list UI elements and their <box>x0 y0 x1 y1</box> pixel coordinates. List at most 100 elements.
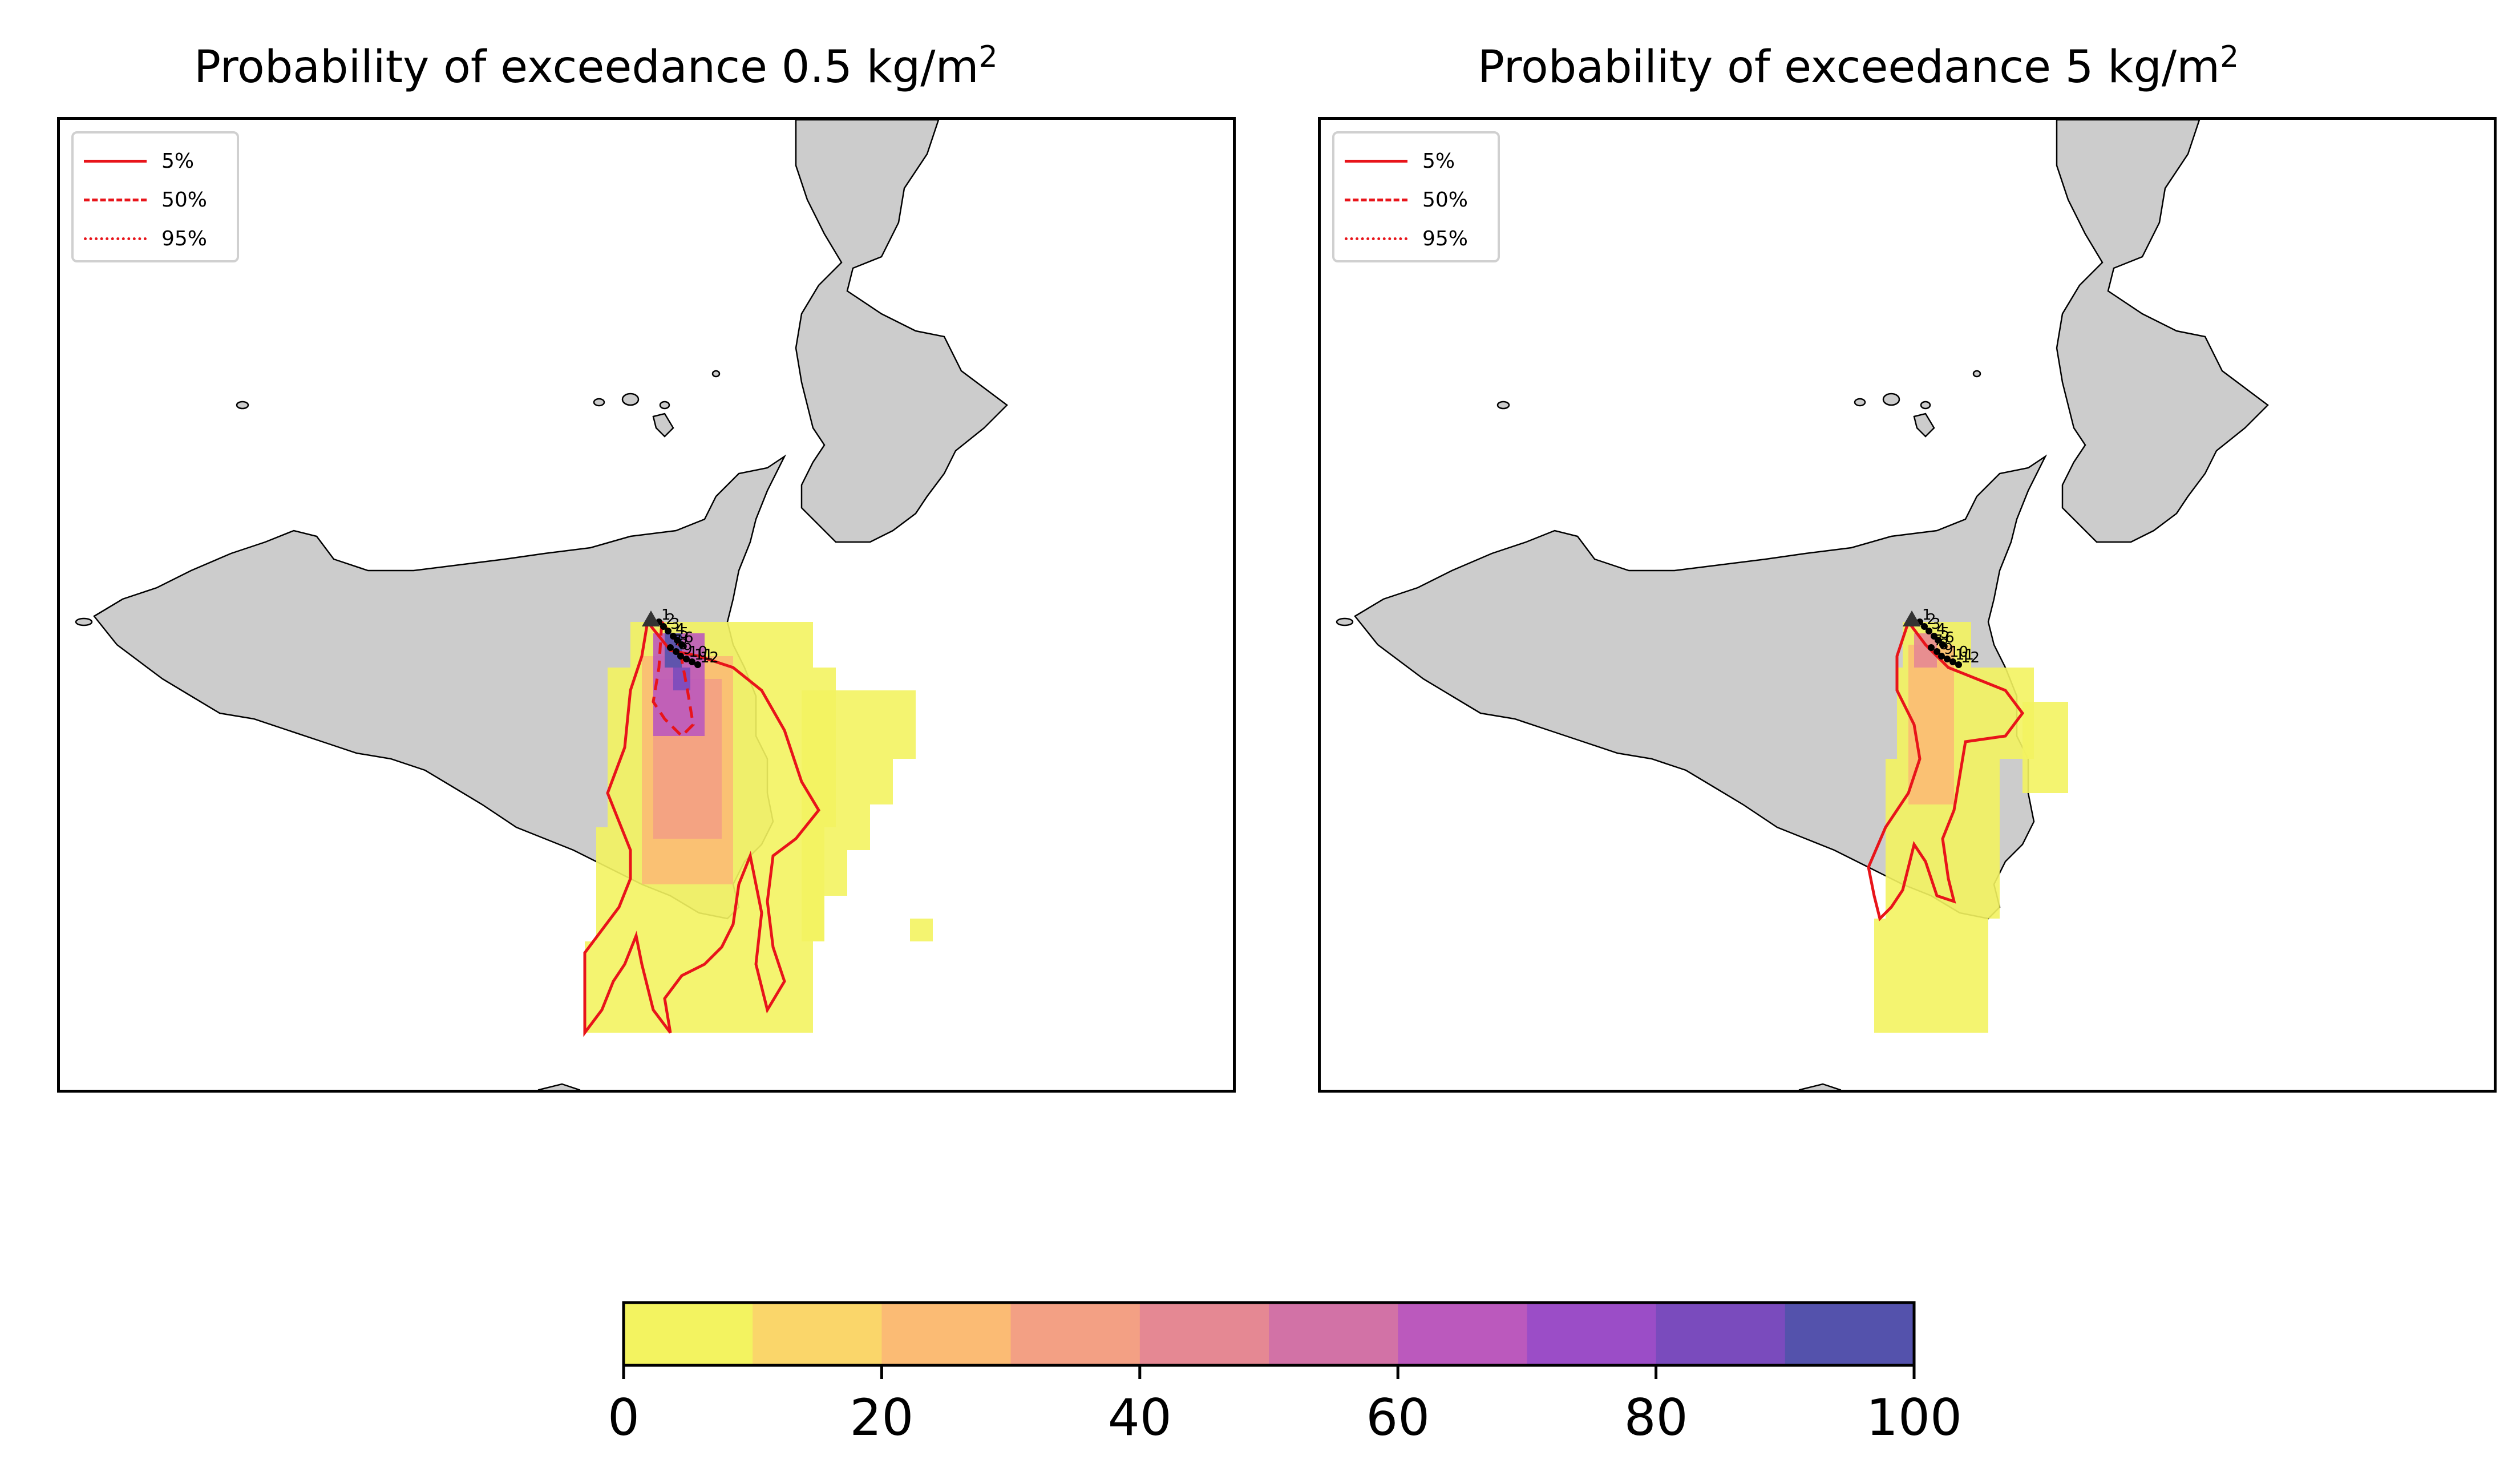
probability-cell <box>767 690 790 713</box>
probability-cell <box>779 873 802 896</box>
probability-cell <box>813 668 836 690</box>
probability-cell <box>687 839 710 862</box>
station-marker <box>660 623 667 630</box>
probability-cell <box>1954 827 1977 850</box>
probability-cell <box>767 645 790 668</box>
station-marker <box>1944 656 1951 662</box>
station-label: 10 <box>689 644 707 661</box>
probability-cell <box>745 645 767 668</box>
legend-dotted-line <box>1345 237 1407 240</box>
station-marker <box>1949 658 1956 665</box>
colorbar-tick-label: 100 <box>1866 1388 1962 1447</box>
station-marker <box>689 658 695 665</box>
probability-cell <box>722 1010 745 1033</box>
colorbar-outline <box>622 1301 1916 1367</box>
probability-cell <box>733 827 756 850</box>
probability-cell <box>1886 782 1908 804</box>
colorbar-tick-label: 80 <box>1624 1388 1688 1447</box>
probability-cell <box>1874 919 1897 941</box>
probability-cell <box>653 964 676 987</box>
station-label: 4 <box>675 621 685 638</box>
probability-cell <box>2045 770 2068 793</box>
probability-cell <box>608 1010 630 1033</box>
probability-cell <box>802 713 824 736</box>
probability-cell <box>847 736 870 759</box>
probability-cell <box>1931 713 1954 736</box>
stromboli-island <box>711 370 721 378</box>
colorbar-segment <box>624 1303 753 1365</box>
station-marker <box>1935 637 1941 644</box>
station-label: 3 <box>670 616 680 633</box>
probability-cell <box>1897 941 1920 964</box>
probability-cell <box>2022 747 2045 770</box>
probability-cell <box>1977 804 2000 827</box>
aeolian-island-4 <box>1913 413 1935 438</box>
probability-cell <box>1908 690 1931 713</box>
probability-cell <box>824 804 847 827</box>
station-label: 9 <box>683 641 693 658</box>
probability-cell <box>779 896 802 919</box>
probability-cell <box>824 850 847 873</box>
station-label: 6 <box>684 629 694 646</box>
probability-cell <box>676 987 699 1010</box>
legend-dashed-line <box>1345 198 1407 201</box>
station-label: 5 <box>1940 625 1950 642</box>
station-label: 11 <box>1955 646 1974 664</box>
probability-cell <box>1931 736 1954 759</box>
probability-cell <box>699 770 722 793</box>
probability-cell <box>2022 702 2045 725</box>
legend-dotted-line <box>84 237 147 240</box>
probability-cell <box>699 987 722 1010</box>
probability-cell <box>1977 759 2000 782</box>
probability-cell <box>630 1010 653 1033</box>
probability-cell <box>870 782 893 804</box>
legend-row-50: 50% <box>84 180 226 219</box>
probability-cell <box>767 759 790 782</box>
probability-cell <box>585 941 608 964</box>
probability-cell <box>676 941 699 964</box>
probability-cell <box>1931 759 1954 782</box>
probability-cell <box>608 668 630 690</box>
probability-cell <box>676 747 699 770</box>
colorbar-segment <box>753 1303 882 1365</box>
station-marker <box>1926 628 1932 634</box>
probability-cell <box>642 896 665 919</box>
probability-cell <box>687 862 710 884</box>
probability-cell <box>745 713 767 736</box>
probability-cell <box>847 759 870 782</box>
probability-cell <box>733 919 756 941</box>
probability-cell <box>745 622 767 645</box>
probability-cell <box>1874 1010 1897 1033</box>
probability-cell <box>893 690 916 713</box>
probability-cell <box>1954 804 1977 827</box>
probability-cell <box>802 736 824 759</box>
aeolian-island-1 <box>1882 393 1900 406</box>
station-label: 8 <box>678 636 688 653</box>
probability-cell <box>1920 1010 1943 1033</box>
probability-cell <box>1897 919 1920 941</box>
colorbar-segment <box>1398 1303 1527 1365</box>
probability-cell <box>687 896 710 919</box>
legend-solid-line <box>1345 159 1407 163</box>
probability-cell <box>653 770 676 793</box>
probability-cell <box>1965 690 1988 713</box>
egadi-island <box>1336 617 1354 626</box>
probability-cell <box>2045 747 2068 770</box>
probability-cell <box>779 850 802 873</box>
aeolian-island-3 <box>1920 401 1931 410</box>
legend-row-95: 95% <box>84 219 226 258</box>
probability-cell <box>1977 896 2000 919</box>
probability-cell <box>1965 713 1988 736</box>
probability-cell <box>710 839 733 862</box>
probability-cell <box>676 793 699 816</box>
probability-cell <box>1954 759 1977 782</box>
probability-cell <box>1954 850 1977 873</box>
probability-cell <box>642 919 665 941</box>
probability-cell <box>870 713 893 736</box>
probability-cell <box>608 987 630 1010</box>
station-marker <box>667 644 674 651</box>
probability-cell <box>767 713 790 736</box>
probability-cell <box>745 736 767 759</box>
